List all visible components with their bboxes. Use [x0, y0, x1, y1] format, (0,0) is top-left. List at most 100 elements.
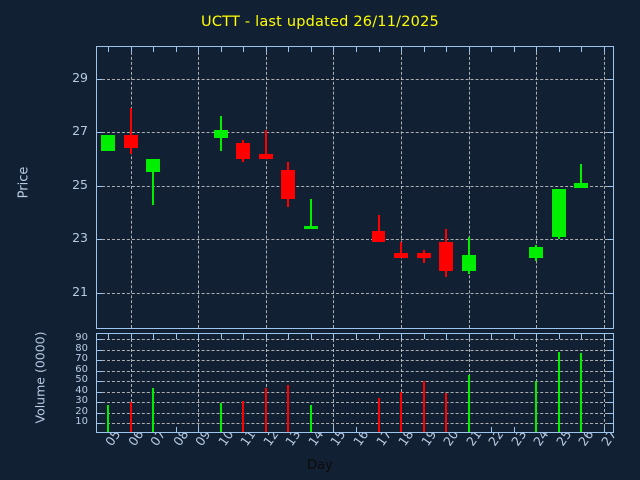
- x-tickmark: [603, 334, 605, 339]
- volume-bar: [287, 384, 290, 432]
- x-tickmark: [356, 427, 357, 432]
- price-gridline-vertical: [536, 47, 538, 328]
- candle-body: [416, 252, 431, 258]
- x-tickmark: [491, 334, 493, 339]
- volume-tickmark: [608, 423, 613, 425]
- volume-tickmark: [608, 370, 613, 372]
- price-gridline-vertical: [265, 47, 267, 328]
- x-tickmark: [288, 334, 290, 339]
- x-tickmark: [423, 47, 425, 52]
- x-tickmark: [198, 334, 200, 339]
- x-tickmark: [356, 334, 357, 339]
- x-tickmark: [446, 334, 448, 339]
- x-tickmark: [378, 334, 380, 339]
- x-tickmark: [581, 334, 583, 339]
- x-tickmark: [175, 334, 177, 339]
- candle-wick: [264, 129, 267, 160]
- candle-wick: [580, 164, 583, 189]
- x-tickmark: [513, 427, 515, 432]
- x-tickmark: [130, 47, 132, 52]
- candle-body: [123, 135, 138, 149]
- candle-body: [101, 135, 116, 152]
- volume-bar: [107, 404, 110, 432]
- price-tickmark: [97, 185, 102, 187]
- volume-bar: [422, 381, 425, 432]
- x-tickmark: [265, 334, 267, 339]
- x-tickmark: [220, 334, 222, 339]
- volume-bar: [242, 401, 245, 432]
- volume-tickmark: [608, 402, 613, 404]
- x-tickmark: [153, 47, 155, 52]
- price-tickmark: [608, 79, 613, 81]
- volume-bar: [219, 403, 222, 432]
- price-tickmark: [608, 185, 613, 187]
- x-tickmark: [288, 47, 290, 52]
- candle-wick: [377, 215, 380, 242]
- x-tickmark: [491, 47, 493, 52]
- x-tickmark: [333, 427, 335, 432]
- price-tick-label: 23: [72, 230, 88, 246]
- x-tickmark: [243, 334, 245, 339]
- x-tickmark: [310, 47, 312, 52]
- candle-body: [281, 169, 296, 200]
- price-plot-area: [96, 46, 614, 329]
- x-tickmark: [310, 334, 312, 339]
- volume-tickmark: [97, 391, 102, 393]
- x-tickmark: [108, 334, 110, 339]
- volume-tick-label: 90: [75, 332, 88, 344]
- volume-tickmark: [608, 391, 613, 393]
- x-tickmark: [401, 47, 403, 52]
- candle-body: [394, 252, 408, 258]
- candle-body: [574, 183, 589, 189]
- volume-tickmark: [97, 402, 102, 404]
- price-tick-label: 21: [72, 283, 88, 299]
- price-gridline-vertical: [603, 47, 605, 328]
- x-tickmark: [446, 47, 448, 52]
- candle-wick: [152, 159, 155, 205]
- volume-tick-label: 10: [75, 416, 88, 428]
- volume-tick-label: 80: [75, 342, 88, 354]
- x-tickmark: [401, 334, 403, 339]
- price-tick-label: 25: [72, 176, 88, 192]
- volume-tick-label: 30: [75, 395, 88, 407]
- x-tickmark: [468, 47, 470, 52]
- price-gridline-vertical: [468, 47, 470, 328]
- volume-bar: [129, 402, 132, 432]
- x-tickmark: [175, 427, 177, 432]
- volume-tickmark: [97, 339, 102, 341]
- volume-gridline-vertical: [198, 334, 200, 432]
- candle-body: [439, 241, 454, 272]
- price-tickmark: [608, 239, 613, 241]
- price-gridline: [97, 185, 613, 187]
- candle-body: [258, 153, 273, 160]
- volume-tick-label: 60: [75, 363, 88, 375]
- price-tickmark: [608, 132, 613, 134]
- volume-gridline: [97, 339, 613, 341]
- volume-tickmark: [608, 349, 613, 351]
- x-tickmark: [333, 334, 335, 339]
- price-gridline: [97, 132, 613, 134]
- price-gridline-vertical: [333, 47, 335, 328]
- price-tickmark: [97, 239, 102, 241]
- x-tickmark: [378, 47, 380, 52]
- price-gridline-vertical: [198, 47, 200, 328]
- x-tickmark: [581, 47, 583, 52]
- x-tickmark: [265, 47, 267, 52]
- price-gridline-vertical: [130, 47, 132, 328]
- candle-body: [371, 231, 386, 242]
- candle-body: [461, 255, 476, 272]
- price-gridline: [97, 79, 613, 81]
- volume-bar: [152, 387, 155, 432]
- x-tickmark: [153, 334, 155, 339]
- x-tickmark: [175, 47, 177, 52]
- volume-bar: [377, 398, 380, 432]
- volume-bar: [467, 375, 470, 432]
- volume-axis-title: Volume (0000): [32, 331, 48, 424]
- candle-wick: [129, 108, 132, 154]
- candle-body: [213, 129, 228, 138]
- x-tickmark: [198, 47, 200, 52]
- volume-bar: [557, 351, 560, 432]
- volume-bar: [535, 381, 538, 432]
- candle-body: [236, 143, 251, 160]
- volume-bar: [400, 391, 403, 432]
